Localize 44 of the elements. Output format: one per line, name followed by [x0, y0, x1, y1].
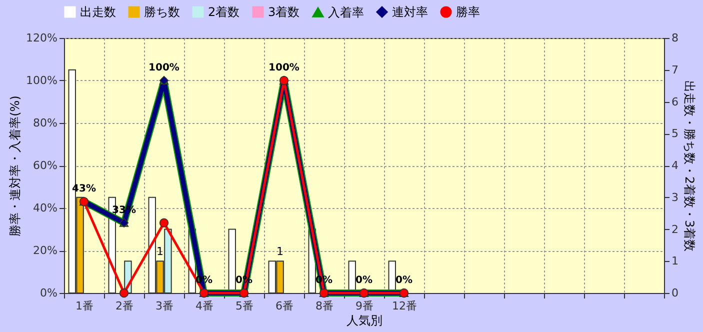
y-tick-label: 80%	[33, 116, 58, 130]
x-tick-label: 5番	[236, 300, 254, 312]
legend-label: 勝ち数	[144, 5, 180, 19]
y-tick-label: 0%	[40, 286, 58, 300]
y2-tick-label: 6	[672, 95, 678, 108]
x-tick-label: 12番	[392, 300, 417, 312]
x-tick-label: 9番	[356, 300, 374, 312]
data-label: 1	[276, 245, 284, 258]
data-label: 100%	[148, 62, 180, 74]
y2-tick-label: 5	[672, 127, 678, 140]
x-tick-label: 6番	[276, 300, 294, 312]
y-tick-label: 100%	[26, 74, 58, 87]
y2-tick-label: 2	[672, 222, 678, 236]
y-tick-label: 20%	[33, 244, 58, 257]
y-tick-label: 40%	[33, 202, 58, 214]
data-label: 100%	[268, 62, 300, 74]
y2-axis-title: 出走数・勝ち数・2着数・3着数	[682, 80, 696, 252]
y-tick-label: 120%	[26, 32, 58, 44]
x-tick-label: 3番	[156, 300, 174, 312]
y-axis-title: 勝率・連対率・入着率(%)	[8, 96, 22, 236]
legend-label: 出走数	[80, 5, 116, 19]
x-tick-label: 8番	[316, 300, 334, 312]
legend-label: 連対率	[392, 5, 428, 19]
legend-label: 入着率	[328, 5, 364, 20]
data-label: 0%	[356, 275, 372, 286]
legend-label: 2着数	[208, 5, 240, 19]
x-tick-label: 4番	[196, 300, 214, 312]
data-label: 1	[156, 245, 164, 258]
y2-tick-label: 4	[672, 159, 678, 172]
legend-label: 勝率	[456, 5, 480, 19]
y2-tick-label: 0	[672, 286, 678, 300]
x-tick-label: 1番	[76, 300, 94, 312]
y2-tick-label: 8	[672, 32, 678, 44]
x-axis-title: 人気別	[346, 314, 382, 328]
point	[119, 288, 129, 298]
y2-tick-label: 3	[672, 190, 678, 204]
y2-tick-label: 1	[672, 254, 678, 268]
data-label: 0%	[396, 275, 412, 286]
x-tick-label: 2番	[116, 300, 134, 312]
legend-label: 3着数	[268, 5, 300, 19]
y2-tick-label: 7	[672, 63, 678, 76]
y-tick-label: 60%	[33, 159, 58, 172]
point	[159, 218, 169, 228]
data-label: 0%	[196, 275, 212, 286]
